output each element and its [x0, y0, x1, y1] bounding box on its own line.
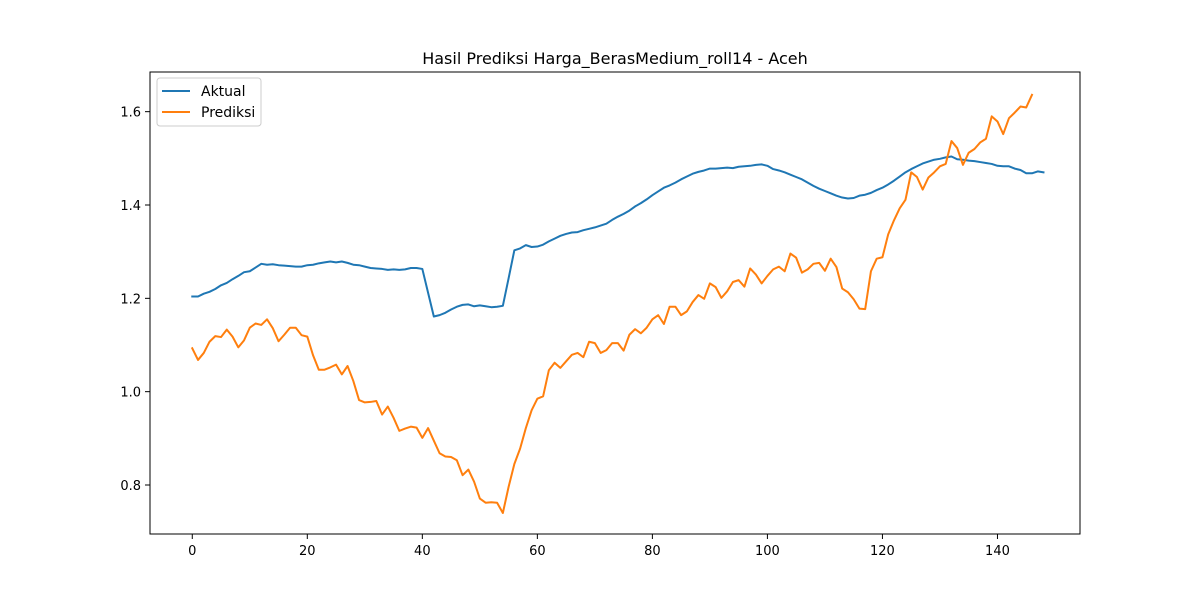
- legend-label-aktual: Aktual: [201, 84, 246, 100]
- y-tick-label: 1.0: [120, 386, 141, 401]
- series-layer: [190, 93, 1045, 514]
- y-tick-label: 1.2: [120, 292, 141, 307]
- x-tick-label: 140: [985, 544, 1010, 559]
- chart-title: Hasil Prediksi Harga_BerasMedium_roll14 …: [422, 49, 808, 69]
- x-tick-label: 60: [529, 544, 546, 559]
- y-tick-label: 1.4: [120, 199, 141, 214]
- series-line-aktual: [191, 155, 1045, 318]
- y-tick-label: 0.8: [120, 479, 141, 494]
- series-line-prediksi: [190, 93, 1034, 514]
- y-tick-label: 1.6: [120, 106, 141, 121]
- x-tick-label: 80: [644, 544, 661, 559]
- y-axis: 0.8 1.0 1.2 1.4 1.6: [120, 106, 150, 494]
- legend-label-prediksi: Prediksi: [201, 105, 255, 121]
- x-axis: 0 20 40 60 80 100 120 140: [188, 534, 1010, 559]
- x-tick-label: 0: [188, 544, 196, 559]
- x-tick-label: 40: [414, 544, 431, 559]
- x-tick-label: 100: [755, 544, 780, 559]
- legend: Aktual Prediksi: [156, 77, 262, 127]
- plot-frame: [149, 71, 1081, 535]
- x-tick-label: 20: [299, 544, 316, 559]
- x-tick-label: 120: [870, 544, 895, 559]
